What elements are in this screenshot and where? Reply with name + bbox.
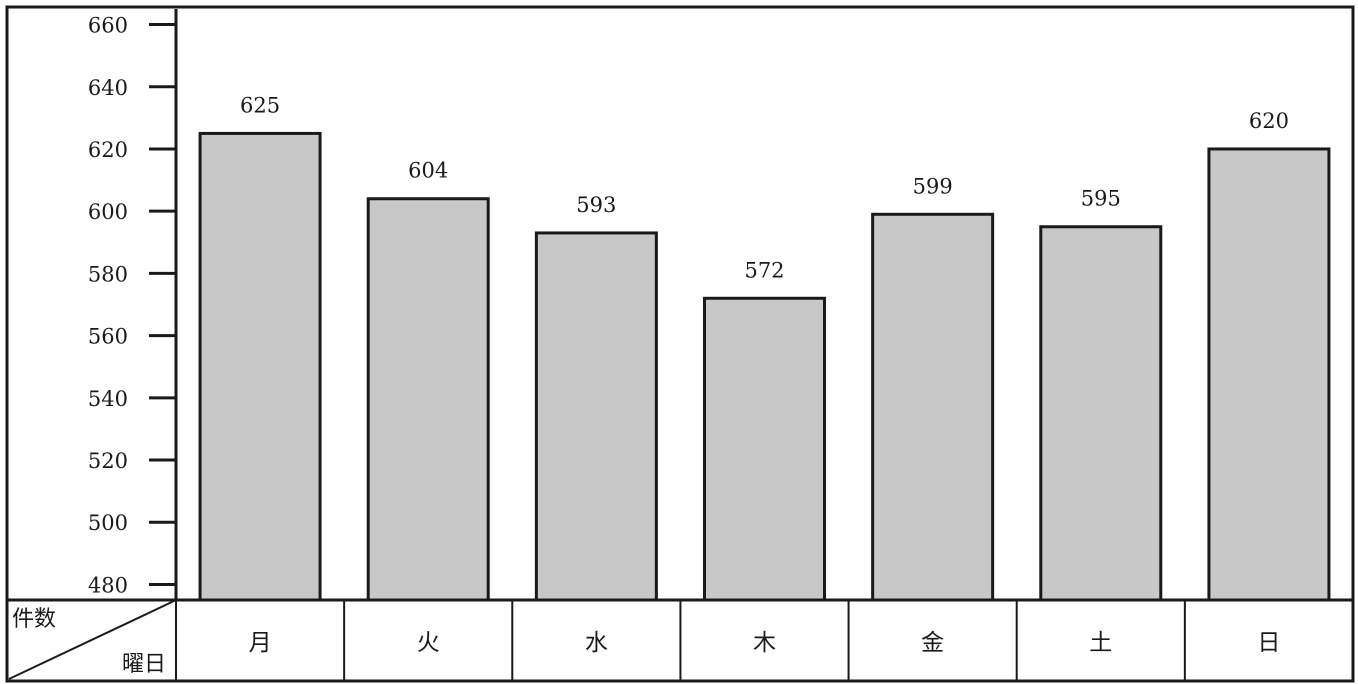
y-tick-label: 620 [88, 138, 128, 162]
y-tick-label: 560 [88, 325, 128, 349]
bar [198, 131, 322, 602]
category-label: 木 [753, 630, 776, 656]
category-table: 月火水木金土日 [7, 598, 1353, 681]
data-label: 572 [744, 258, 784, 282]
bar [366, 197, 490, 602]
data-label: 595 [1081, 187, 1121, 211]
bar [871, 212, 995, 602]
bar [1039, 225, 1163, 602]
data-label: 604 [408, 159, 448, 183]
y-tick-label: 540 [88, 387, 128, 411]
y-tick-label: 640 [88, 76, 128, 100]
y-tick-label: 500 [88, 511, 128, 535]
corner-diagonal [8, 600, 175, 680]
category-label: 火 [417, 630, 440, 656]
bar [703, 296, 826, 602]
bar [534, 231, 658, 602]
data-label: 599 [913, 174, 953, 198]
y-tick-label: 600 [88, 200, 128, 224]
data-label: 593 [576, 193, 616, 217]
bar [1207, 147, 1331, 602]
y-axis: 480 500 520 540 560 580 600 620 640 660 [88, 9, 178, 600]
y-tick-label: 480 [88, 573, 128, 597]
data-labels: 625 604 593 572 599 595 620 [240, 93, 1289, 282]
data-label: 620 [1249, 109, 1289, 133]
category-label: 土 [1089, 630, 1112, 656]
corner-label-count: 件数 [12, 607, 56, 632]
bars [198, 131, 1331, 602]
category-label: 日 [1257, 630, 1280, 656]
y-tick-label: 660 [88, 14, 128, 38]
category-label: 月 [249, 630, 272, 656]
y-tick-label: 520 [88, 449, 128, 473]
category-label: 水 [585, 630, 608, 656]
data-label: 625 [240, 93, 280, 117]
corner-label-weekday: 曜日 [122, 652, 166, 677]
category-label: 金 [921, 630, 944, 656]
corner-header: 件数 曜日 [8, 600, 175, 680]
y-tick-label: 580 [88, 262, 128, 286]
